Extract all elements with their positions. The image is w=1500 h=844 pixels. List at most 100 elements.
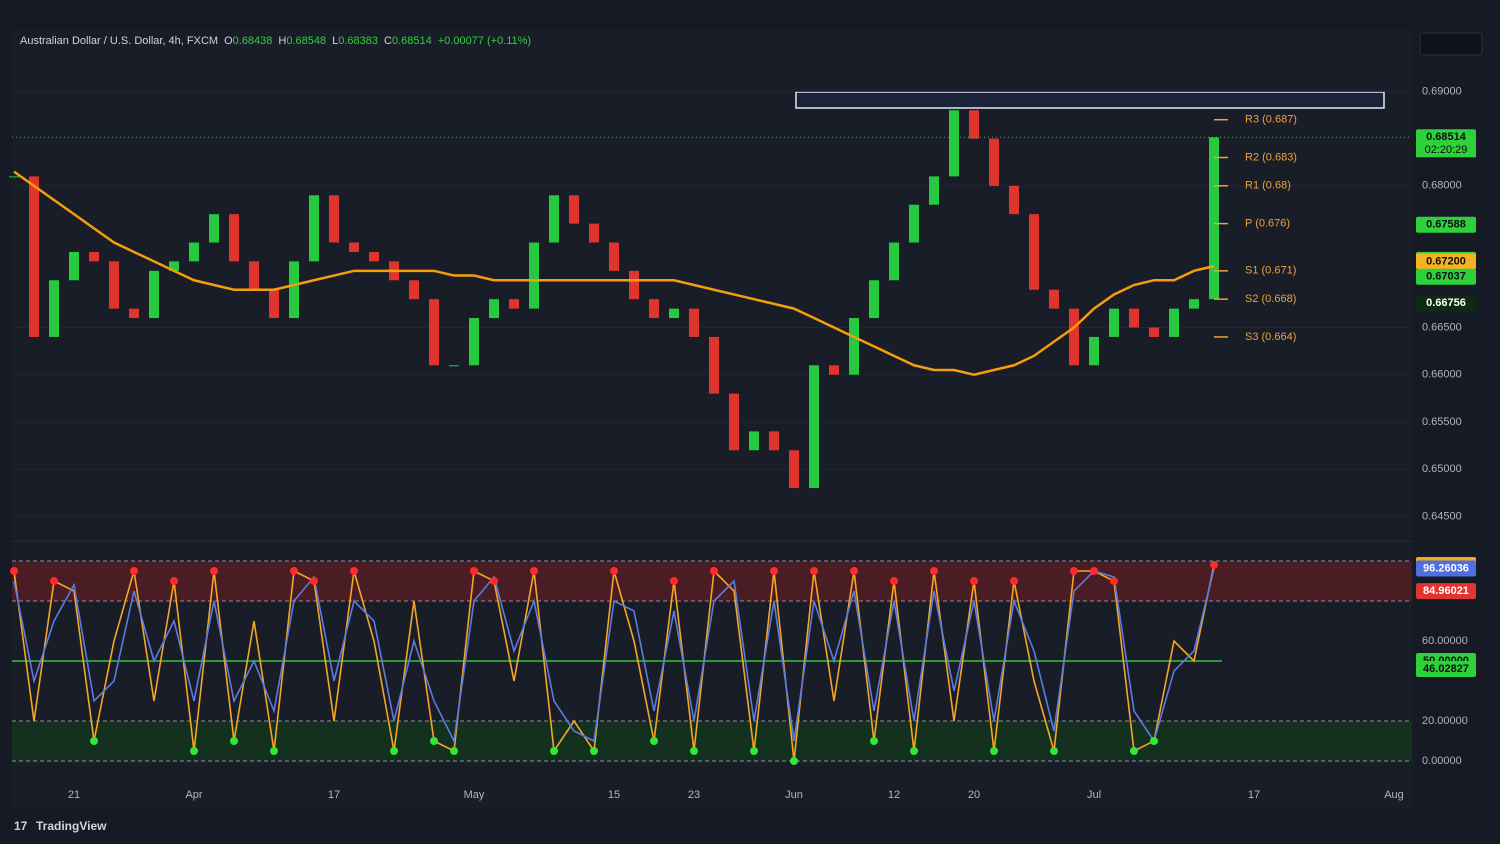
y-tick-label: 0.69000 xyxy=(1422,85,1462,97)
candle xyxy=(49,280,59,337)
candle xyxy=(929,176,939,205)
candle xyxy=(89,251,99,262)
candle xyxy=(69,251,79,281)
candle xyxy=(1029,214,1039,290)
price-tag xyxy=(1416,583,1476,600)
candle xyxy=(829,365,839,375)
candle xyxy=(729,393,739,451)
pivot-label: S3 (0.664) xyxy=(1245,331,1296,343)
candle xyxy=(229,214,239,262)
brand: TradingView xyxy=(36,819,107,833)
signal-dot xyxy=(1210,560,1218,569)
candle xyxy=(269,289,279,319)
price-tag xyxy=(1416,253,1476,270)
signal-dot xyxy=(610,567,618,575)
price-tag-label: 84.96021 xyxy=(1423,585,1469,597)
candle xyxy=(1189,299,1199,309)
x-tick-label: 17 xyxy=(1248,789,1260,801)
y-tick-label: 60.00000 xyxy=(1422,635,1468,647)
header: Australian Dollar / U.S. Dollar, 4h, FXC… xyxy=(20,35,531,47)
signal-dot xyxy=(770,567,778,575)
pivot-label: R3 (0.687) xyxy=(1245,114,1297,126)
signal-dot xyxy=(990,747,998,755)
price-tag xyxy=(1416,216,1476,233)
price-tag-label: 0.67588 xyxy=(1426,219,1466,231)
candle xyxy=(9,176,19,178)
candle xyxy=(529,242,539,309)
x-tick-label: 23 xyxy=(688,789,700,801)
candle xyxy=(429,299,439,366)
price-tag-label: 0.66756 xyxy=(1426,297,1466,309)
x-tick-label: 21 xyxy=(68,789,80,801)
signal-dot xyxy=(490,577,498,585)
ohlc-key: O xyxy=(224,35,233,47)
y-tick-label: 20.00000 xyxy=(1422,715,1468,727)
signal-dot xyxy=(1070,567,1078,575)
x-tick-label: Jun xyxy=(785,789,803,801)
x-tick-label: Apr xyxy=(185,789,202,801)
signal-dot xyxy=(790,757,798,765)
candle xyxy=(449,365,459,367)
price-tag xyxy=(1416,560,1476,577)
candle xyxy=(609,242,619,271)
candle xyxy=(1009,185,1019,215)
candle xyxy=(109,261,119,309)
signal-dot xyxy=(90,737,98,745)
signal-dot xyxy=(1050,747,1058,755)
signal-dot xyxy=(190,747,198,755)
ohlc-value: 0.68548 xyxy=(286,35,326,47)
signal-dot xyxy=(1150,737,1158,745)
candle xyxy=(749,431,759,451)
candle xyxy=(1069,308,1079,366)
signal-dot xyxy=(1110,577,1118,585)
pivot-label: S2 (0.668) xyxy=(1245,293,1296,305)
y-tick-label: 0.65500 xyxy=(1422,416,1462,428)
candle xyxy=(509,299,519,309)
toolbar-box[interactable] xyxy=(1419,32,1483,56)
candle xyxy=(169,261,179,271)
candle xyxy=(329,195,339,243)
signal-dot xyxy=(550,747,558,755)
price-tag xyxy=(1416,268,1476,285)
signal-dot xyxy=(470,567,478,575)
signal-dot xyxy=(350,567,358,575)
symbol: Australian Dollar / U.S. Dollar, 4h, FXC… xyxy=(20,35,218,47)
candle xyxy=(809,365,819,489)
signal-dot xyxy=(290,567,298,575)
candle xyxy=(849,318,859,375)
signal-dot xyxy=(890,577,898,585)
x-tick-label: Jul xyxy=(1087,789,1101,801)
y-tick-label: 0.66500 xyxy=(1422,321,1462,333)
zone xyxy=(12,721,1412,761)
x-tick-label: 15 xyxy=(608,789,620,801)
ohlc-key: C xyxy=(384,35,392,47)
candle xyxy=(289,261,299,319)
candle xyxy=(889,242,899,281)
signal-dot xyxy=(650,737,658,745)
candle xyxy=(769,431,779,451)
signal-dot xyxy=(1130,747,1138,755)
candle xyxy=(1089,336,1099,366)
pivot-label: S1 (0.671) xyxy=(1245,265,1296,277)
x-tick-label: 12 xyxy=(888,789,900,801)
candle xyxy=(1109,308,1119,337)
signal-dot xyxy=(870,737,878,745)
candle xyxy=(189,242,199,262)
price-tag xyxy=(1416,295,1476,312)
moving-average xyxy=(13,170,1215,377)
signal-dot xyxy=(670,577,678,585)
signal-dot xyxy=(230,737,238,745)
ohlc-key: L xyxy=(332,35,338,47)
plot-area xyxy=(12,30,1412,808)
signal-dot xyxy=(10,567,18,575)
ohlc-key: H xyxy=(278,35,286,47)
candle xyxy=(149,270,159,319)
brand-logo: 17 xyxy=(14,819,28,833)
price-tag-label: 0.67037 xyxy=(1426,271,1466,283)
y-tick-label: 0.68000 xyxy=(1422,180,1462,192)
signal-dot xyxy=(310,577,318,585)
candle xyxy=(909,204,919,243)
signal-dot xyxy=(170,577,178,585)
pivot-label: R1 (0.68) xyxy=(1245,180,1291,192)
